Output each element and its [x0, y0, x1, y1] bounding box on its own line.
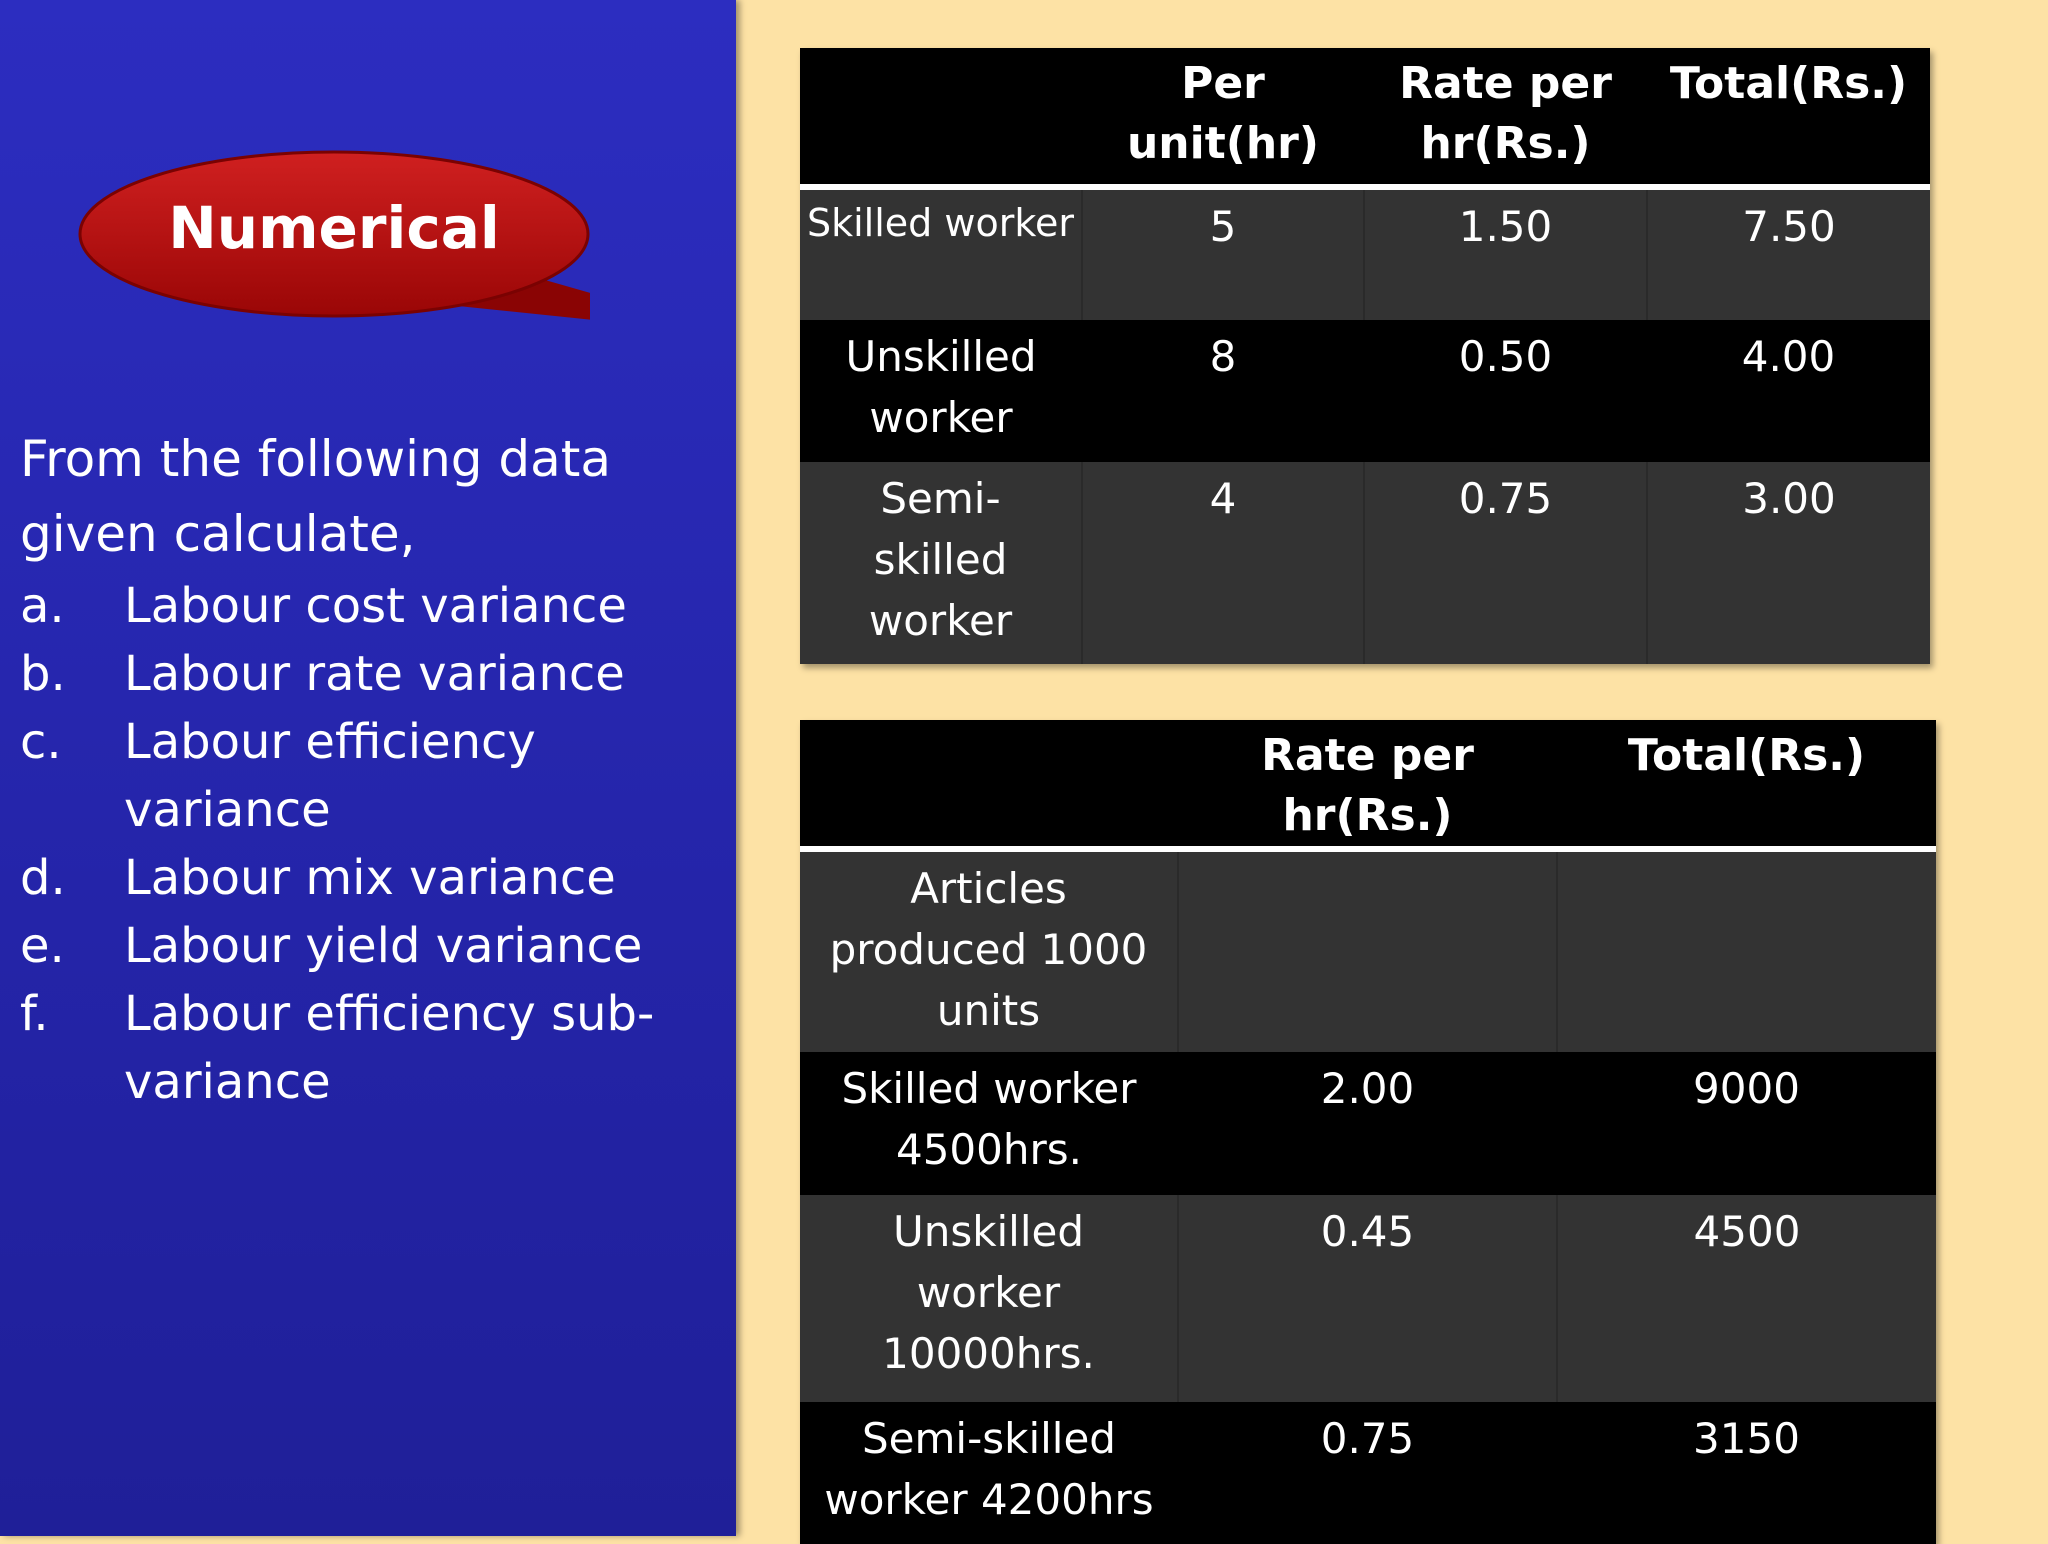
list-item-text: Labour mix variance — [124, 850, 616, 906]
column-header: Rate per hr(Rs.) — [1178, 720, 1557, 852]
table-cell: 1.50 — [1363, 187, 1647, 320]
list-marker: b. — [20, 646, 66, 702]
table-row: Skilled worker 4500hrs. 2.00 9000 — [800, 1052, 1936, 1195]
row-label: Semi-skilled worker — [800, 462, 1082, 664]
standard-labour-table: Per unit(hr) Rate per hr(Rs.) Total(Rs.)… — [800, 48, 1930, 664]
list-item: e. Labour yield variance — [20, 912, 700, 980]
list-marker: d. — [20, 850, 66, 906]
row-label: Unskilled worker 10000hrs. — [800, 1195, 1178, 1402]
column-header: Total(Rs.) — [1557, 720, 1936, 852]
list-item-text: Labour efficiency sub-variance — [124, 986, 655, 1110]
question-prompt: From the following data given calculate, — [20, 430, 612, 563]
table-cell: 4.00 — [1647, 320, 1930, 462]
row-label: Articles produced 1000 units — [800, 849, 1178, 1052]
list-item: f. Labour efficiency sub-variance — [20, 980, 700, 1116]
table-row: Semi-skilled worker 4200hrs 0.75 3150 — [800, 1402, 1936, 1544]
list-item: d. Labour mix variance — [20, 844, 700, 912]
table-row: Skilled worker 5 1.50 7.50 — [800, 187, 1930, 320]
task-list: a. Labour cost variance b. Labour rate var… — [20, 572, 700, 1116]
list-item-text: Labour yield variance — [124, 918, 643, 974]
table-cell: 3150 — [1557, 1402, 1936, 1544]
numerical-badge: Numerical — [78, 144, 590, 320]
list-marker: a. — [20, 578, 65, 634]
actual-labour-table: Rate per hr(Rs.) Total(Rs.) Articles pro… — [800, 720, 1936, 1544]
column-header: Total(Rs.) — [1647, 48, 1930, 190]
row-label: Semi-skilled worker 4200hrs — [800, 1402, 1178, 1544]
list-item: a. Labour cost variance — [20, 572, 700, 640]
table-cell: 4 — [1081, 462, 1364, 664]
list-item-text: Labour efficiency variance — [124, 714, 536, 838]
table-header-row: Rate per hr(Rs.) Total(Rs.) — [800, 720, 1936, 852]
row-label: Unskilled worker — [800, 320, 1082, 462]
table-row: Articles produced 1000 units — [800, 849, 1936, 1052]
column-header — [800, 48, 1082, 190]
column-header: Per unit(hr) — [1082, 48, 1364, 190]
table-cell: 3.00 — [1646, 462, 1930, 664]
table-cell: 9000 — [1557, 1052, 1936, 1195]
table-cell: 7.50 — [1646, 187, 1930, 320]
table-cell: 2.00 — [1178, 1052, 1557, 1195]
list-item: b. Labour rate variance — [20, 640, 700, 708]
list-marker: f. — [20, 986, 49, 1042]
table-cell — [1177, 849, 1557, 1052]
badge-label: Numerical — [168, 194, 500, 262]
list-item-text: Labour rate variance — [124, 646, 625, 702]
table-row: Semi-skilled worker 4 0.75 3.00 — [800, 462, 1930, 664]
table-cell: 5 — [1081, 187, 1364, 320]
table-cell: 0.75 — [1363, 462, 1647, 664]
table-cell — [1556, 849, 1936, 1052]
table-row: Unskilled worker 8 0.50 4.00 — [800, 320, 1930, 462]
column-header: Rate per hr(Rs.) — [1364, 48, 1647, 190]
badge-callout-shape — [78, 150, 590, 320]
row-label: Skilled worker 4500hrs. — [800, 1052, 1178, 1195]
table-cell: 8 — [1082, 320, 1364, 462]
list-item: c. Labour efficiency variance — [20, 708, 700, 844]
table-cell: 4500 — [1556, 1195, 1936, 1402]
row-label: Skilled worker — [800, 187, 1082, 320]
column-header — [800, 720, 1178, 852]
table-cell: 0.45 — [1177, 1195, 1557, 1402]
table-cell: 0.50 — [1364, 320, 1647, 462]
table-cell: 0.75 — [1178, 1402, 1557, 1544]
list-marker: c. — [20, 714, 62, 770]
list-marker: e. — [20, 918, 65, 974]
table-row: Unskilled worker 10000hrs. 0.45 4500 — [800, 1195, 1936, 1402]
table-header-row: Per unit(hr) Rate per hr(Rs.) Total(Rs.) — [800, 48, 1930, 190]
left-panel: Numerical From the following data given … — [0, 0, 736, 1536]
list-item-text: Labour cost variance — [124, 578, 627, 634]
